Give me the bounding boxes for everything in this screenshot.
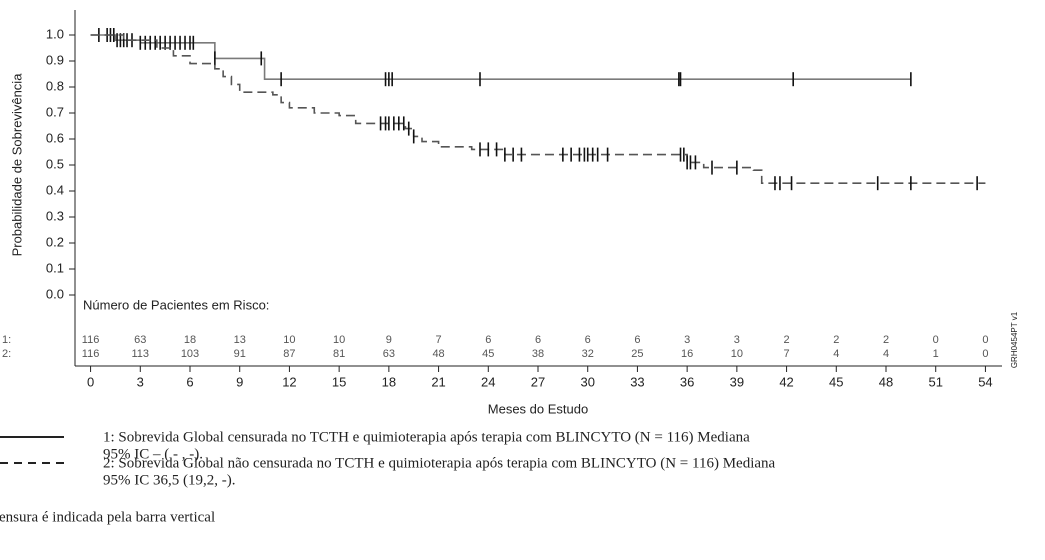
y-tick-label: 0.6 (46, 130, 64, 145)
at-risk-row-label: 2: (2, 348, 11, 360)
at-risk-count: 45 (482, 348, 494, 360)
y-tick-label: 0.3 (46, 208, 64, 223)
at-risk-count: 116 (82, 348, 100, 360)
at-risk-count: 10 (731, 348, 743, 360)
at-risk-count: 0 (982, 348, 988, 360)
at-risk-count: 3 (684, 334, 690, 346)
at-risk-count: 87 (283, 348, 295, 360)
at-risk-count: 2 (833, 334, 839, 346)
at-risk-count: 0 (982, 334, 988, 346)
legend-text: 1: Sobrevida Global censurada no TCTH e … (103, 429, 750, 445)
x-tick-label: 54 (978, 374, 992, 389)
at-risk-count: 91 (234, 348, 246, 360)
y-tick-label: 0.0 (46, 286, 64, 301)
legend-text: 95% IC – ( - , -). (103, 446, 203, 462)
at-risk-count: 7 (784, 348, 790, 360)
y-tick-label: 0.4 (46, 182, 64, 197)
at-risk-count: 1 (933, 348, 939, 360)
x-tick-label: 15 (332, 374, 346, 389)
at-risk-count: 0 (933, 334, 939, 346)
at-risk-count: 6 (485, 334, 491, 346)
x-tick-label: 42 (779, 374, 793, 389)
at-risk-count: 2 (883, 334, 889, 346)
x-tick-label: 9 (236, 374, 243, 389)
figure-code: GRH0454PT v1 (1010, 311, 1019, 368)
x-tick-label: 27 (531, 374, 545, 389)
at-risk-count: 63 (134, 334, 146, 346)
x-tick-label: 3 (137, 374, 144, 389)
at-risk-count: 10 (283, 334, 295, 346)
y-tick-label: 0.8 (46, 78, 64, 93)
y-tick-label: 0.2 (46, 234, 64, 249)
survival-curve (90, 34, 986, 184)
y-tick-label: 0.9 (46, 52, 64, 67)
at-risk-count: 48 (432, 348, 444, 360)
at-risk-count: 4 (883, 348, 889, 360)
at-risk-count: 13 (234, 334, 246, 346)
at-risk-count: 4 (833, 348, 839, 360)
legend-text: 2: Sobrevida Global não censurada no TCT… (103, 455, 776, 471)
at-risk-count: 3 (734, 334, 740, 346)
at-risk-count: 7 (436, 334, 442, 346)
at-risk-count: 16 (681, 348, 693, 360)
at-risk-count: 63 (383, 348, 395, 360)
at-risk-count: 2 (784, 334, 790, 346)
at-risk-count: 113 (132, 348, 150, 360)
at-risk-row-label: 1: (2, 334, 11, 346)
x-axis-label: Meses do Estudo (488, 401, 588, 416)
x-tick-label: 39 (730, 374, 744, 389)
y-tick-label: 1.0 (46, 26, 64, 41)
survival-curve (90, 34, 911, 80)
at-risk-count: 38 (532, 348, 544, 360)
x-tick-label: 18 (382, 374, 396, 389)
at-risk-count: 116 (82, 334, 100, 346)
y-tick-label: 0.7 (46, 104, 64, 119)
at-risk-title: Número de Pacientes em Risco: (83, 297, 269, 312)
x-tick-label: 36 (680, 374, 694, 389)
at-risk-count: 32 (582, 348, 594, 360)
at-risk-count: 6 (634, 334, 640, 346)
x-tick-label: 45 (829, 374, 843, 389)
at-risk-count: 9 (386, 334, 392, 346)
x-tick-label: 12 (282, 374, 296, 389)
x-tick-label: 30 (580, 374, 594, 389)
x-tick-label: 6 (186, 374, 193, 389)
at-risk-count: 81 (333, 348, 345, 360)
x-tick-label: 21 (431, 374, 445, 389)
at-risk-count: 103 (181, 348, 199, 360)
x-tick-label: 48 (879, 374, 893, 389)
at-risk-count: 18 (184, 334, 196, 346)
y-tick-label: 0.1 (46, 260, 64, 275)
at-risk-count: 6 (535, 334, 541, 346)
at-risk-count: 6 (585, 334, 591, 346)
x-tick-label: 33 (630, 374, 644, 389)
at-risk-count: 25 (631, 348, 643, 360)
footnote: ensura é indicada pela barra vertical (0, 509, 215, 525)
at-risk-count: 10 (333, 334, 345, 346)
y-tick-label: 0.5 (46, 156, 64, 171)
y-axis-label: Probabilidade de Sobrevivência (9, 73, 24, 257)
x-tick-label: 51 (928, 374, 942, 389)
legend-text: 95% IC 36,5 (19,2, -). (103, 472, 235, 488)
x-tick-label: 0 (87, 374, 94, 389)
x-tick-label: 24 (481, 374, 495, 389)
